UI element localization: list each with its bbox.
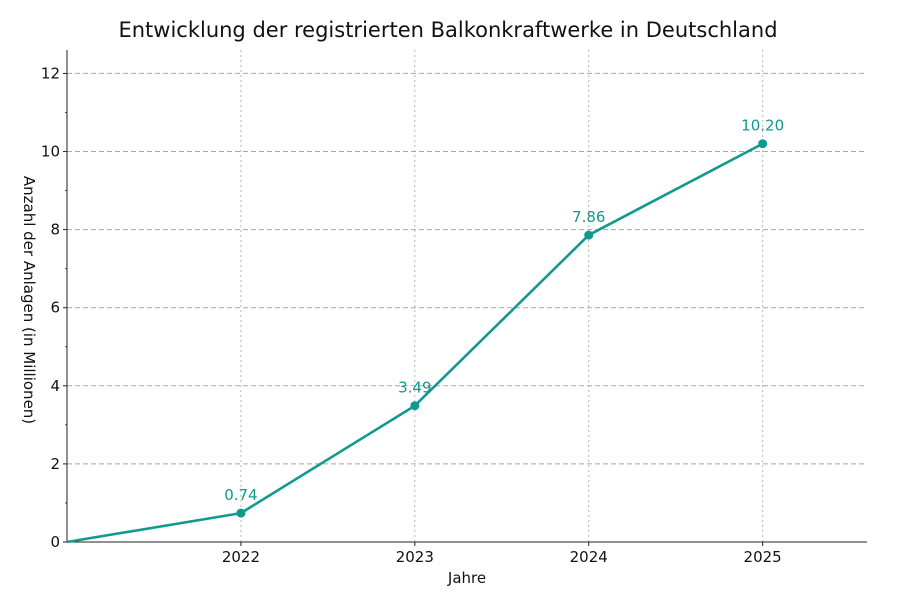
data-point: [584, 230, 594, 240]
y-tick-label: 2: [50, 455, 60, 473]
data-point: [410, 401, 420, 411]
series-line: [66, 142, 764, 544]
grid: [67, 50, 867, 542]
y-tick-label: 6: [50, 299, 60, 317]
ticks: 0 2 4 6 8 10 12 2022 2023 2024 2025: [41, 64, 782, 566]
data-point: [758, 139, 768, 149]
data-label: 3.49: [398, 379, 431, 397]
data-label: 7.86: [572, 208, 605, 226]
x-tick-label: 2024: [570, 548, 608, 566]
chart-title: Entwicklung der registrierten Balkonkraf…: [118, 18, 777, 42]
x-tick-label: 2025: [744, 548, 782, 566]
data-label: 10.20: [741, 117, 784, 135]
y-tick-label: 12: [41, 64, 60, 82]
x-tick-label: 2022: [222, 548, 260, 566]
y-tick-label: 8: [50, 221, 60, 239]
data-point: [236, 508, 246, 518]
y-axis-label: Anzahl der Anlagen (in Millionen): [20, 176, 38, 424]
x-tick-label: 2023: [396, 548, 434, 566]
y-tick-label: 4: [50, 377, 60, 395]
data-label: 0.74: [224, 486, 257, 504]
y-tick-label: 0: [50, 533, 60, 551]
x-axis-label: Jahre: [447, 569, 486, 587]
data-labels: 0.74 3.49 7.86 10.20: [224, 117, 784, 504]
y-tick-label: 10: [41, 143, 60, 161]
series: [66, 139, 768, 544]
axes: [66, 50, 867, 543]
